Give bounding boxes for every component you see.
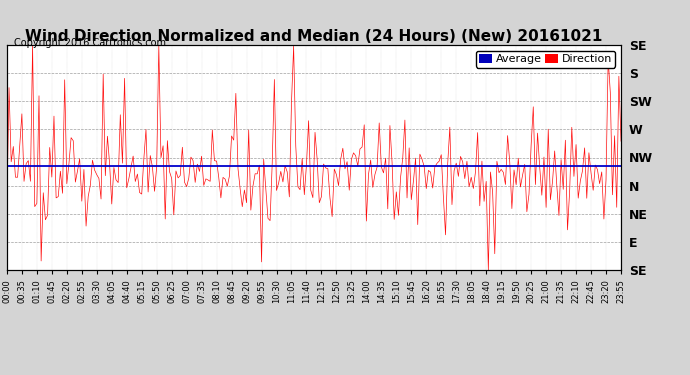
Text: Copyright 2016 Cartronics.com: Copyright 2016 Cartronics.com bbox=[14, 38, 166, 48]
Legend: Average, Direction: Average, Direction bbox=[475, 51, 615, 68]
Title: Wind Direction Normalized and Median (24 Hours) (New) 20161021: Wind Direction Normalized and Median (24… bbox=[26, 29, 602, 44]
